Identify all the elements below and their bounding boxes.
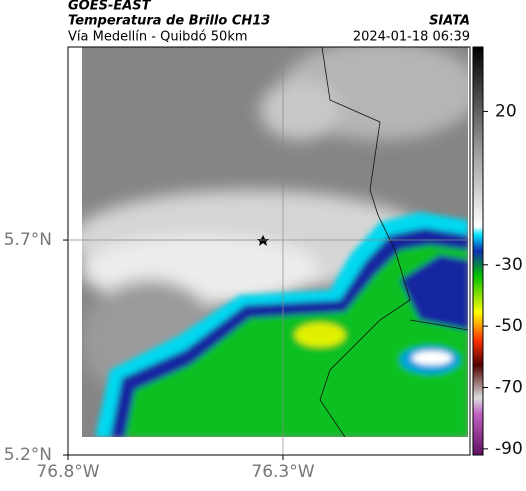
subtitle: Temperatura de Brillo CH13 bbox=[68, 14, 270, 29]
brand: SIATA bbox=[429, 14, 470, 29]
y-tick-label: 5.7°N bbox=[4, 230, 52, 250]
colorbar-tick-label: -30 bbox=[495, 255, 523, 275]
x-tick-label: 76.8°W bbox=[36, 462, 99, 482]
timestamp: 2024-01-18 06:39 bbox=[353, 30, 470, 45]
x-tick-label: 76.3°W bbox=[251, 462, 314, 482]
colorbar-tick-label: -50 bbox=[495, 316, 523, 336]
axes: 76.8°W 76.3°W 5.2°N 5.7°N 20 -30 -50 -70 -90 bbox=[4, 47, 523, 482]
colorbar-tick-label: 20 bbox=[495, 101, 517, 121]
colorbar-tick-label: -90 bbox=[495, 439, 523, 459]
y-tick-label: 5.2°N bbox=[4, 445, 52, 465]
colorbar-tick-label: -70 bbox=[495, 378, 523, 398]
route: Vía Medellín - Quibdó 50km bbox=[68, 30, 248, 45]
colorbar bbox=[472, 46, 484, 456]
location-marker bbox=[257, 235, 269, 246]
title: GOES-EAST bbox=[68, 0, 152, 14]
imagery bbox=[82, 47, 468, 437]
map-frame bbox=[67, 46, 471, 456]
